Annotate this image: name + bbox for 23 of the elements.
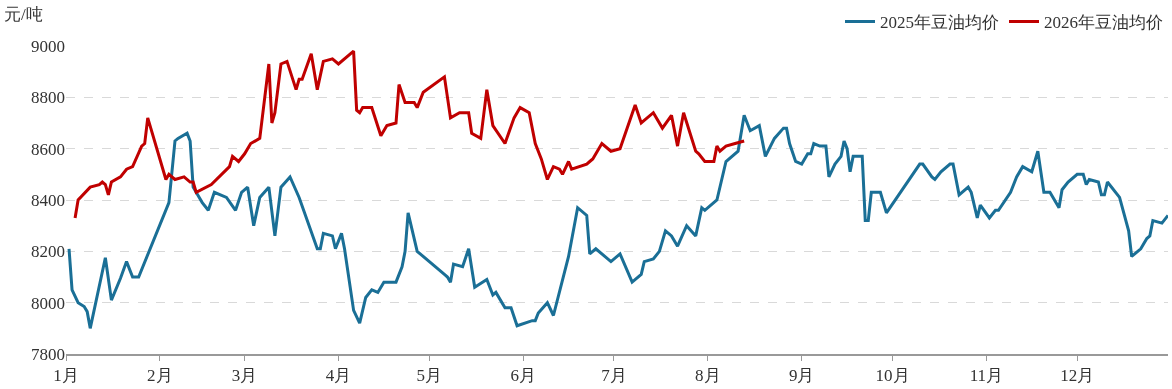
x-tick-label: 7月: [601, 366, 627, 386]
x-tick-label: 5月: [416, 366, 443, 386]
legend-label: 2025年豆油均价: [880, 13, 999, 33]
x-tick-label: 3月: [231, 366, 258, 386]
y-tick-label: 8200: [31, 242, 65, 262]
x-tick-label: 10月: [875, 366, 910, 386]
y-tick-label: 9000: [31, 36, 65, 56]
line-series: [73, 49, 746, 220]
y-tick-label: 8000: [31, 293, 65, 313]
y-tick-label: 8800: [31, 88, 65, 108]
y-tick-label: 7800: [31, 344, 65, 364]
y-axis-title: 元/吨: [4, 5, 43, 24]
x-tick-label: 8月: [695, 366, 721, 386]
y-tick-label: 8400: [31, 190, 65, 210]
x-tick-label: 6月: [510, 366, 536, 386]
x-tick-label: 9月: [788, 366, 815, 386]
legend-label: 2026年豆油均价: [1044, 13, 1163, 33]
x-tick-label: 4月: [325, 366, 352, 386]
y-tick-label: 8600: [31, 139, 65, 159]
x-tick-label: 2月: [147, 366, 173, 386]
x-tick-label: 1月: [53, 366, 79, 386]
x-tick-label: 11月: [969, 366, 1004, 386]
x-tick-label: 12月: [1060, 366, 1095, 386]
